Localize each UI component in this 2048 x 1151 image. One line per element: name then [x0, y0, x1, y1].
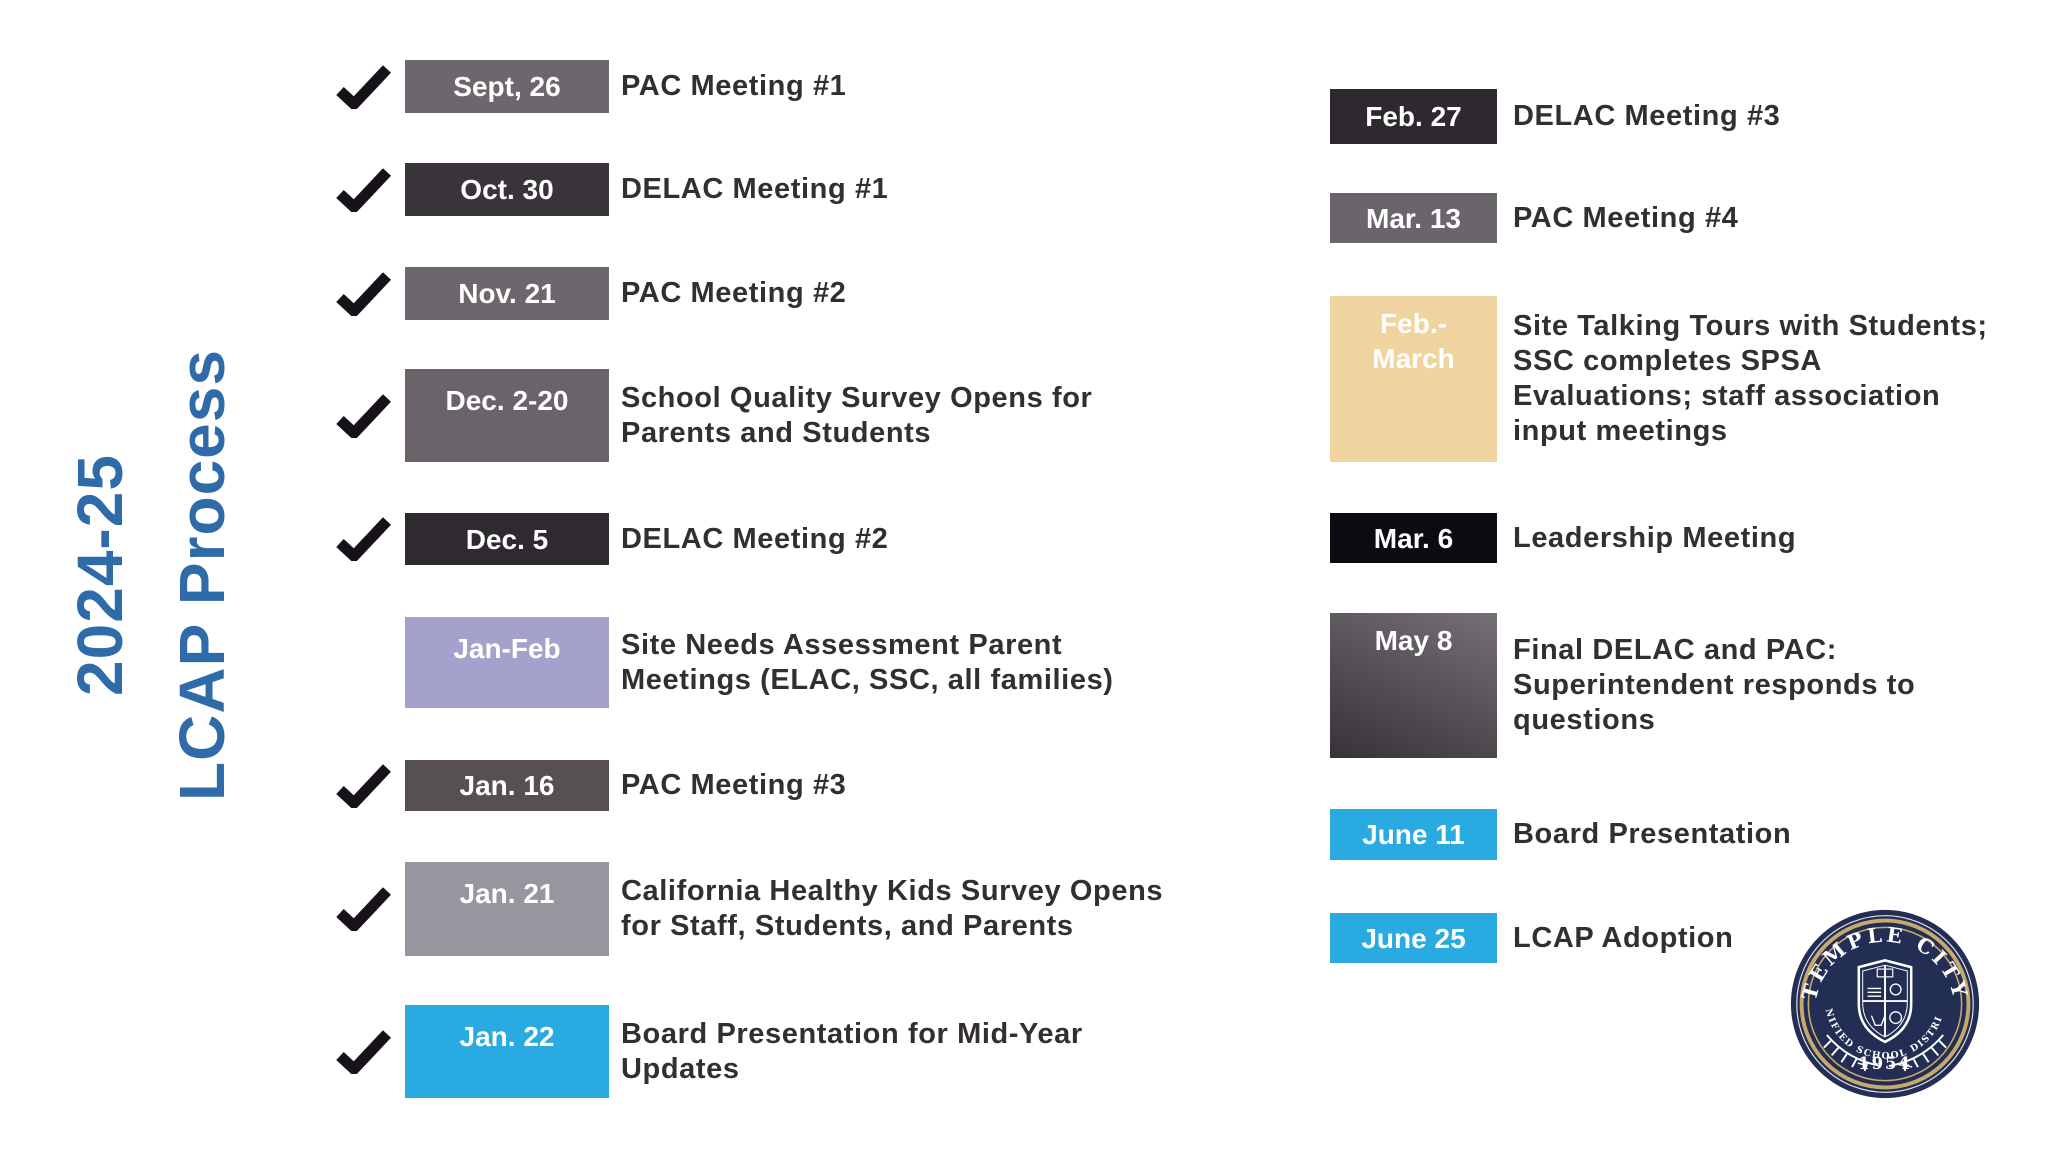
timeline-row: June 11 Board Presentation: [1330, 809, 1791, 860]
date-badge: Oct. 30: [405, 163, 609, 216]
date-label: Jan-Feb: [453, 633, 561, 664]
date-label: Feb.- March: [1372, 308, 1455, 374]
date-label: Feb. 27: [1365, 101, 1462, 132]
check-slot: [322, 369, 405, 462]
check-icon: [335, 763, 391, 808]
page-title-year: 2024-25: [64, 454, 136, 696]
event-label: Leadership Meeting: [1513, 521, 1797, 554]
timeline-row: Jan. 21 California Healthy Kids Survey O…: [322, 862, 1163, 956]
date-badge: Dec. 5: [405, 513, 609, 565]
timeline-row: May 8 Final DELAC and PAC: Superintenden…: [1330, 613, 1915, 758]
page-title: 2024-25 LCAP Process: [49, 295, 259, 855]
check-slot: [322, 267, 405, 320]
district-seal-logo: TEMPLE CITY UNIFIED SCHOOL DISTRICT 1954: [1788, 907, 1980, 1099]
event-label: PAC Meeting #1: [621, 70, 847, 103]
event-label: Board Presentation for Mid-Year Updates: [621, 1017, 1083, 1085]
seal-year: 1954: [1858, 1054, 1912, 1073]
date-label: June 25: [1361, 922, 1466, 954]
date-badge: Jan. 22: [405, 1005, 609, 1098]
date-label: Dec. 5: [465, 523, 549, 555]
event-label: School Quality Survey Opens for Parents …: [621, 381, 1093, 449]
seal-shield: [1857, 959, 1913, 1044]
event-label: Final DELAC and PAC: Superintendent resp…: [1513, 634, 1916, 736]
check-slot: [322, 513, 405, 565]
date-label: June 11: [1362, 819, 1465, 850]
timeline-row: Jan-Feb Site Needs Assessment Parent Mee…: [322, 617, 1114, 708]
timeline-row: Dec. 5 DELAC Meeting #2: [322, 513, 888, 565]
seal-laurel: [1823, 1034, 1947, 1072]
date-label: Oct. 30: [460, 174, 554, 205]
check-slot-empty: [322, 617, 405, 708]
date-label: Nov. 21: [458, 278, 556, 309]
date-badge: Jan. 21: [405, 862, 609, 956]
timeline-row: Feb. 27 DELAC Meeting #3: [1330, 89, 1780, 144]
date-badge: Nov. 21: [405, 267, 609, 320]
event-label: Site Talking Tours with Students; SSC co…: [1513, 310, 1988, 447]
date-badge: Feb. 27: [1330, 89, 1497, 144]
date-badge: Jan-Feb: [405, 617, 609, 708]
date-badge: Jan. 16: [405, 760, 609, 811]
date-label: Jan. 16: [459, 770, 555, 801]
event-label: DELAC Meeting #2: [621, 522, 889, 555]
check-slot: [322, 760, 405, 811]
date-badge: May 8: [1330, 613, 1497, 758]
check-icon: [335, 167, 391, 212]
timeline-row: Mar. 6 Leadership Meeting: [1330, 513, 1796, 563]
date-badge: Feb.- March: [1330, 296, 1497, 462]
timeline-row: Mar. 13 PAC Meeting #4: [1330, 193, 1738, 243]
timeline-row: Nov. 21 PAC Meeting #2: [322, 267, 846, 320]
event-label: PAC Meeting #2: [621, 277, 847, 310]
check-icon: [335, 64, 391, 109]
check-slot: [322, 163, 405, 216]
check-icon: [335, 393, 391, 438]
date-label: May 8: [1374, 625, 1453, 656]
date-label: Mar. 13: [1366, 202, 1461, 234]
event-label: Site Needs Assessment Parent Meetings (E…: [621, 628, 1114, 696]
timeline-row: Jan. 22 Board Presentation for Mid-Year …: [322, 1005, 1083, 1098]
event-label: DELAC Meeting #3: [1513, 100, 1781, 133]
check-slot: [322, 862, 405, 956]
timeline-row: Oct. 30 DELAC Meeting #1: [322, 163, 888, 216]
timeline-row: Jan. 16 PAC Meeting #3: [322, 760, 846, 811]
date-label: Dec. 2-20: [445, 385, 569, 416]
date-badge: Dec. 2-20: [405, 369, 609, 462]
page-title-process: LCAP Process: [166, 349, 239, 801]
event-label: Board Presentation: [1513, 818, 1792, 851]
timeline-row: Sept, 26 PAC Meeting #1: [322, 60, 846, 113]
check-icon: [335, 517, 391, 561]
event-label: PAC Meeting #4: [1513, 201, 1739, 234]
date-label: Jan. 21: [459, 878, 555, 909]
event-label: California Healthy Kids Survey Opens for…: [621, 875, 1164, 942]
check-icon: [335, 1029, 391, 1074]
date-label: Mar. 6: [1373, 522, 1454, 554]
event-label: PAC Meeting #3: [621, 769, 847, 802]
date-label: Jan. 22: [459, 1021, 555, 1052]
timeline-row: Feb.- March Site Talking Tours with Stud…: [1330, 296, 1988, 462]
timeline-row: Dec. 2-20 School Quality Survey Opens fo…: [322, 369, 1092, 462]
event-label: DELAC Meeting #1: [621, 173, 889, 206]
date-label: Sept, 26: [453, 71, 561, 102]
date-badge: Mar. 13: [1330, 193, 1497, 243]
check-slot: [322, 1005, 405, 1098]
date-badge: June 25: [1330, 913, 1497, 963]
date-badge: June 11: [1330, 809, 1497, 860]
event-label: LCAP Adoption: [1513, 921, 1734, 954]
check-icon: [335, 887, 391, 931]
check-icon: [335, 271, 391, 316]
date-badge: Sept, 26: [405, 60, 609, 113]
date-badge: Mar. 6: [1330, 513, 1497, 563]
timeline-row: June 25 LCAP Adoption: [1330, 913, 1733, 963]
check-slot: [322, 60, 405, 113]
